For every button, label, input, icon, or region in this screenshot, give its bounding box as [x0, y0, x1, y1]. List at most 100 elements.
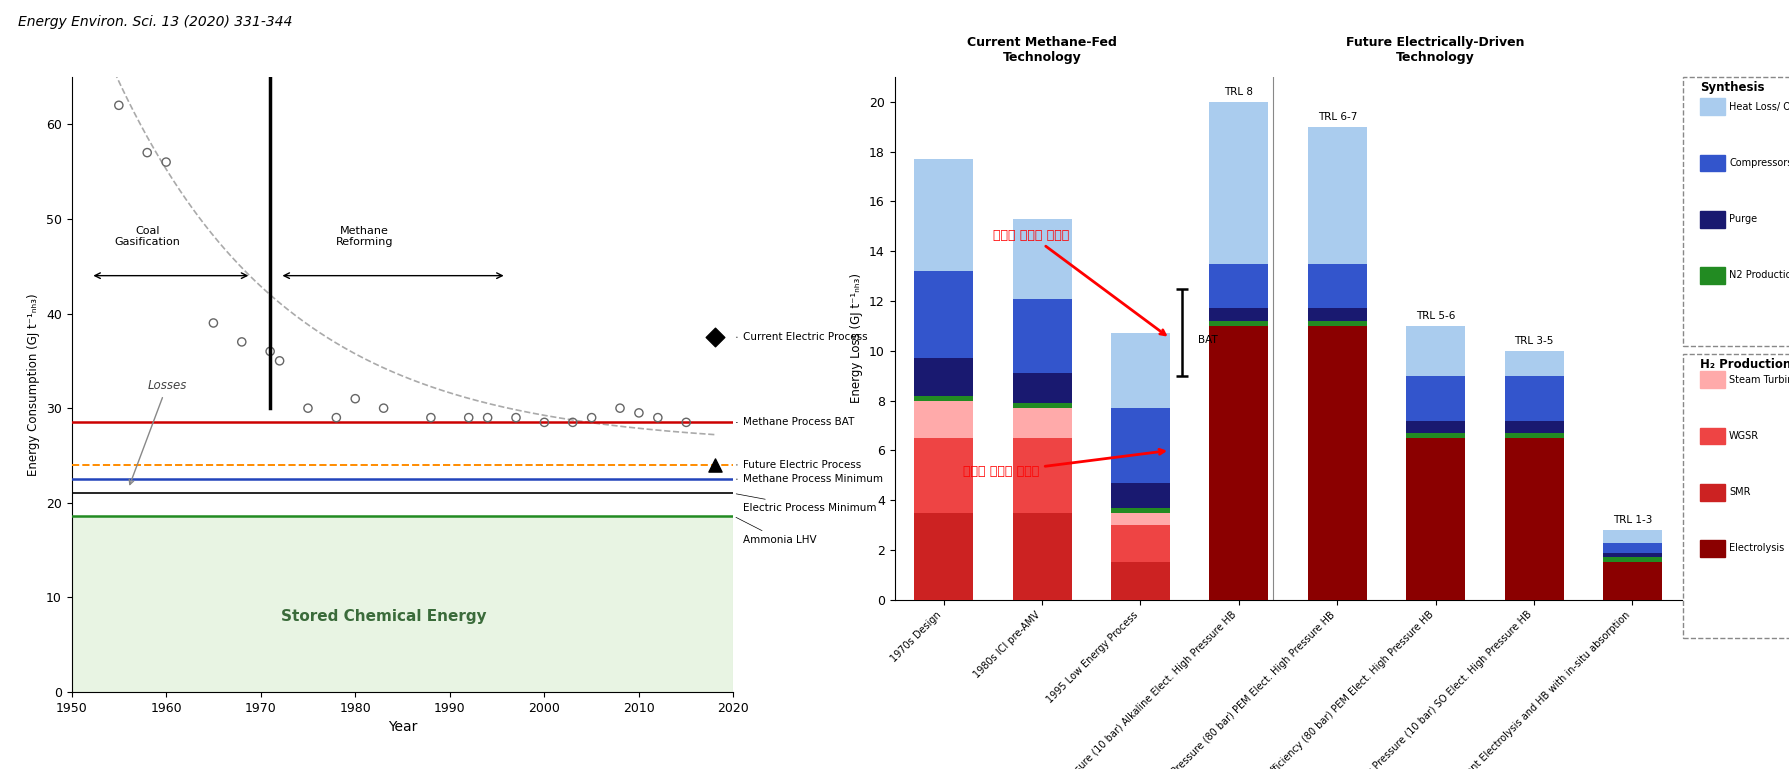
Bar	[1209, 102, 1268, 264]
Text: Heat Loss/ Other: Heat Loss/ Other	[1728, 102, 1789, 112]
Bar	[1406, 421, 1465, 433]
Text: Electric Process Minimum: Electric Process Minimum	[737, 494, 877, 513]
Bar	[1603, 552, 1662, 558]
Bar	[914, 358, 973, 395]
Point	[256, 345, 284, 358]
Bar	[1505, 351, 1564, 376]
Point	[474, 411, 503, 424]
Text: Synthesis: Synthesis	[1700, 81, 1766, 94]
Point	[454, 411, 483, 424]
Text: SMR: SMR	[1728, 487, 1751, 498]
Bar	[1013, 408, 1072, 438]
Point	[227, 336, 256, 348]
Bar	[1308, 326, 1367, 600]
Bar	[914, 438, 973, 513]
Bar	[1505, 438, 1564, 600]
Text: Purge: Purge	[1728, 214, 1757, 225]
Point	[644, 411, 673, 424]
Text: Current Electric Process: Current Electric Process	[737, 332, 868, 342]
Bar	[1111, 562, 1170, 600]
Bar	[1111, 525, 1170, 562]
Text: Stored Chemical Energy: Stored Chemical Energy	[281, 609, 487, 624]
Bar	[1603, 558, 1662, 562]
Text: Compressors: Compressors	[1728, 158, 1789, 168]
Point	[199, 317, 227, 329]
Point	[558, 416, 587, 428]
Bar	[1013, 373, 1072, 403]
Text: TRL 8: TRL 8	[1224, 87, 1254, 97]
Point	[530, 416, 558, 428]
Text: BAT: BAT	[1197, 335, 1217, 345]
Bar	[1603, 543, 1662, 552]
Text: TRL 6-7: TRL 6-7	[1317, 112, 1358, 122]
Text: Energy Environ. Sci. 13 (2020) 331-344: Energy Environ. Sci. 13 (2020) 331-344	[18, 15, 292, 29]
Text: Coal
Gasification: Coal Gasification	[114, 225, 181, 248]
Text: Methane Process BAT: Methane Process BAT	[737, 418, 855, 428]
Text: Ammonia LHV: Ammonia LHV	[735, 518, 816, 544]
Bar	[914, 271, 973, 358]
Y-axis label: Energy Loss (GJ t⁻¹ₙₕ₃): Energy Loss (GJ t⁻¹ₙₕ₃)	[850, 273, 864, 404]
Text: N2 Production: N2 Production	[1728, 270, 1789, 281]
Bar	[914, 159, 973, 271]
Point	[699, 459, 728, 471]
Bar	[1209, 326, 1268, 600]
Text: TRL 3-5: TRL 3-5	[1513, 336, 1555, 346]
Point	[417, 411, 445, 424]
Bar	[1111, 513, 1170, 525]
Text: Electrolysis: Electrolysis	[1728, 543, 1784, 554]
Point	[624, 407, 653, 419]
Point	[132, 146, 161, 158]
Text: WGSR: WGSR	[1728, 431, 1759, 441]
Text: TRL 1-3: TRL 1-3	[1612, 515, 1653, 525]
Bar	[72, 516, 733, 692]
Bar	[1013, 438, 1072, 513]
Bar	[1209, 308, 1268, 321]
Bar	[1603, 562, 1662, 600]
Text: 가압에 필요한 에너지: 가압에 필요한 에너지	[962, 449, 1165, 478]
Text: Methane
Reforming: Methane Reforming	[336, 225, 394, 248]
X-axis label: Year: Year	[388, 721, 417, 734]
Text: 가열에 필요한 에너지: 가열에 필요한 에너지	[993, 228, 1165, 335]
Bar	[1111, 408, 1170, 483]
Bar	[914, 513, 973, 600]
Text: H₂ Production: H₂ Production	[1700, 358, 1789, 371]
Text: Steam Turbines: Steam Turbines	[1728, 375, 1789, 385]
Text: Future Electric Process: Future Electric Process	[737, 460, 861, 470]
Bar	[1013, 403, 1072, 408]
Bar	[1406, 376, 1465, 421]
Text: Losses: Losses	[129, 379, 186, 484]
Point	[342, 392, 370, 404]
Point	[369, 402, 397, 414]
Y-axis label: Energy Consumption (GJ t⁻¹ₙₕ₃): Energy Consumption (GJ t⁻¹ₙₕ₃)	[27, 293, 41, 476]
Bar	[1013, 298, 1072, 373]
Bar	[1111, 508, 1170, 513]
Bar	[1209, 264, 1268, 308]
Text: Methane Process Minimum: Methane Process Minimum	[737, 474, 884, 484]
Point	[699, 331, 728, 343]
Bar	[1406, 326, 1465, 376]
Bar	[1308, 321, 1367, 326]
Text: Current Methane-Fed
Technology: Current Methane-Fed Technology	[968, 36, 1116, 65]
Point	[578, 411, 606, 424]
Bar	[914, 401, 973, 438]
Text: Future Electrically-Driven
Technology: Future Electrically-Driven Technology	[1347, 36, 1524, 65]
Bar	[1013, 219, 1072, 298]
Bar	[1505, 433, 1564, 438]
Point	[673, 416, 701, 428]
Bar	[1111, 483, 1170, 508]
Point	[606, 402, 635, 414]
Point	[152, 156, 181, 168]
Point	[322, 411, 351, 424]
Bar	[1308, 308, 1367, 321]
Text: TRL 5-6: TRL 5-6	[1415, 311, 1456, 321]
Point	[104, 99, 132, 112]
Bar	[1406, 433, 1465, 438]
Bar	[1308, 264, 1367, 308]
Point	[293, 402, 322, 414]
Bar	[1505, 421, 1564, 433]
Bar	[914, 395, 973, 401]
Point	[265, 355, 293, 367]
Bar	[1505, 376, 1564, 421]
Bar	[1406, 438, 1465, 600]
Bar	[1111, 334, 1170, 408]
